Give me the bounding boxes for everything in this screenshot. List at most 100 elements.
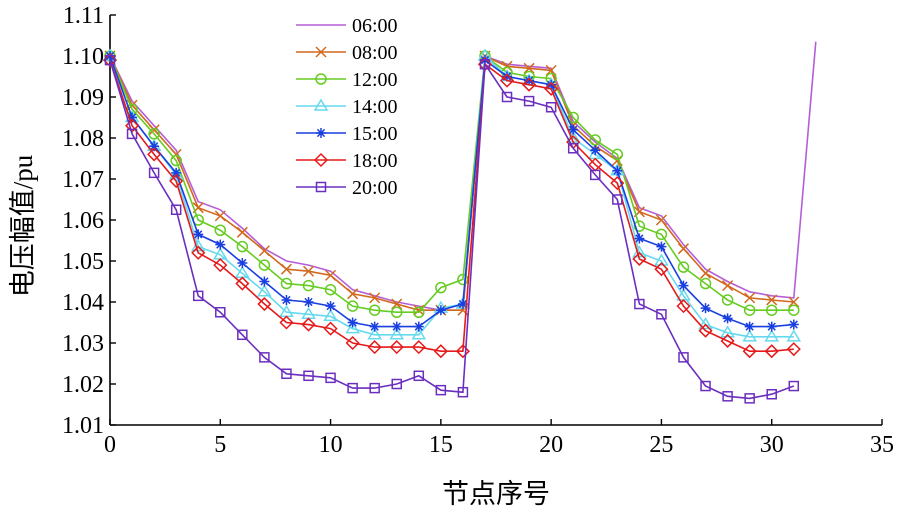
data-point bbox=[764, 329, 780, 342]
data-point bbox=[303, 297, 314, 307]
x-tick-label: 20 bbox=[539, 432, 563, 458]
data-point bbox=[346, 300, 359, 312]
data-point bbox=[433, 344, 448, 359]
legend-item: 20:00 bbox=[296, 177, 398, 199]
data-point bbox=[149, 141, 160, 152]
data-point bbox=[281, 294, 292, 305]
series-line bbox=[109, 54, 794, 338]
data-point bbox=[391, 321, 402, 332]
legend-item: 06:00 bbox=[296, 15, 398, 37]
data-point bbox=[764, 344, 779, 359]
data-point bbox=[634, 298, 645, 310]
data-point bbox=[720, 333, 735, 349]
data-point bbox=[655, 214, 667, 226]
data-point bbox=[325, 301, 336, 312]
data-point bbox=[391, 298, 403, 310]
data-point bbox=[632, 251, 647, 267]
data-point bbox=[257, 296, 272, 312]
data-point bbox=[742, 344, 757, 359]
data-point bbox=[766, 294, 778, 306]
data-point bbox=[148, 167, 160, 179]
data-point bbox=[236, 240, 249, 253]
data-point bbox=[325, 372, 336, 384]
data-point bbox=[612, 165, 623, 176]
legend-label: 15:00 bbox=[352, 123, 398, 145]
data-point bbox=[315, 73, 327, 85]
data-point bbox=[568, 124, 579, 135]
data-point bbox=[766, 321, 777, 332]
legend-item: 08:00 bbox=[296, 42, 398, 64]
data-point bbox=[193, 229, 204, 240]
series-line bbox=[109, 54, 794, 313]
data-point bbox=[699, 277, 712, 290]
y-tick-label: 1.11 bbox=[63, 3, 104, 29]
series-1500 bbox=[105, 51, 799, 332]
data-point bbox=[313, 98, 329, 111]
data-point bbox=[390, 306, 403, 318]
legend-label: 20:00 bbox=[352, 177, 398, 199]
data-point bbox=[744, 393, 755, 404]
series-line bbox=[109, 55, 794, 328]
data-point bbox=[765, 304, 778, 316]
legend: 06:00 08:00 12:00 14:00 15:00 18:00 20:00 bbox=[296, 15, 398, 199]
data-point bbox=[325, 269, 337, 281]
data-point bbox=[302, 265, 315, 277]
x-tick-label: 10 bbox=[319, 432, 343, 458]
data-point bbox=[391, 378, 402, 390]
data-point bbox=[524, 75, 535, 86]
data-point bbox=[611, 148, 624, 161]
y-tick-label: 1.10 bbox=[62, 44, 104, 70]
legend-item: 14:00 bbox=[296, 96, 398, 118]
data-point bbox=[455, 344, 470, 359]
data-point bbox=[656, 241, 667, 252]
data-point bbox=[523, 62, 535, 74]
data-point bbox=[700, 380, 711, 392]
data-point bbox=[457, 299, 468, 310]
data-point bbox=[368, 304, 381, 316]
data-point bbox=[413, 304, 425, 316]
x-tick-label: 25 bbox=[649, 432, 673, 458]
data-point bbox=[633, 220, 646, 232]
data-point bbox=[215, 239, 226, 250]
data-point bbox=[766, 389, 777, 400]
data-point bbox=[786, 342, 801, 357]
data-point bbox=[722, 391, 733, 402]
data-point bbox=[788, 319, 799, 330]
data-point bbox=[279, 315, 294, 330]
x-tick-label: 5 bbox=[214, 432, 226, 458]
data-point bbox=[369, 382, 380, 394]
data-point bbox=[316, 128, 326, 138]
data-point bbox=[104, 54, 116, 66]
data-point bbox=[567, 143, 579, 154]
data-point bbox=[522, 77, 537, 92]
data-point bbox=[301, 317, 316, 332]
data-point bbox=[127, 112, 138, 123]
data-point bbox=[678, 280, 689, 291]
data-point bbox=[720, 325, 735, 338]
axis-ticks: 0 5 10 15 20 25 30 35 1.01 1.02 1.03 1.04 1.05 1.06 1.… bbox=[62, 3, 894, 458]
data-point bbox=[347, 288, 359, 300]
data-point bbox=[171, 167, 182, 178]
data-point bbox=[214, 224, 227, 236]
data-point bbox=[544, 81, 559, 96]
data-point bbox=[315, 46, 327, 58]
data-point bbox=[235, 276, 250, 291]
data-point bbox=[676, 299, 691, 314]
data-point bbox=[413, 306, 425, 318]
data-point bbox=[744, 292, 756, 304]
data-point bbox=[413, 370, 425, 382]
y-tick-label: 1.04 bbox=[62, 290, 104, 316]
series-1200 bbox=[104, 50, 800, 318]
legend-item: 18:00 bbox=[296, 150, 398, 172]
data-point bbox=[259, 276, 270, 287]
data-point bbox=[369, 321, 380, 332]
data-point bbox=[324, 283, 337, 296]
x-tick-label: 15 bbox=[429, 432, 453, 458]
data-point bbox=[281, 368, 292, 379]
data-point bbox=[302, 279, 315, 292]
data-point bbox=[501, 91, 513, 103]
data-point bbox=[170, 204, 182, 215]
data-point bbox=[389, 327, 405, 340]
legend-label: 12:00 bbox=[352, 69, 398, 91]
data-point bbox=[654, 253, 669, 266]
